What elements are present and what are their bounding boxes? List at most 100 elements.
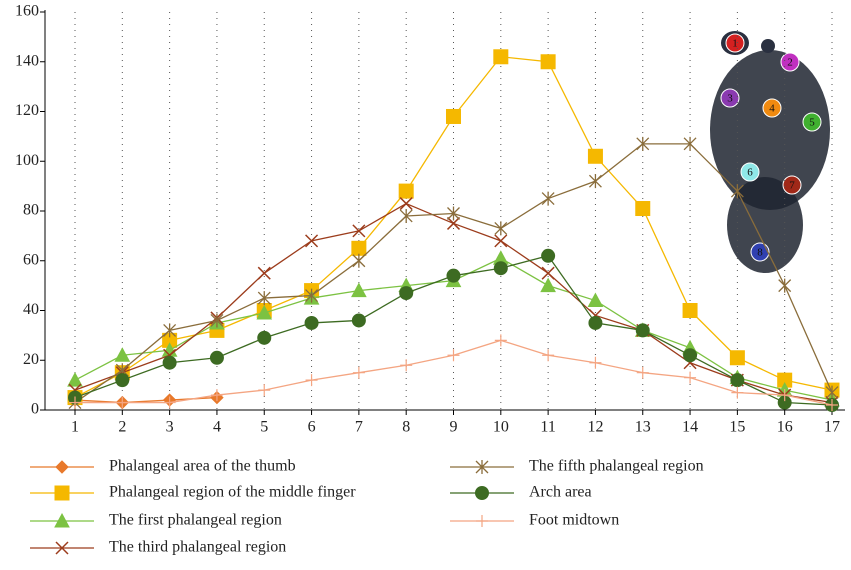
marker <box>683 136 697 151</box>
marker <box>589 356 602 369</box>
foot-region <box>740 162 760 182</box>
y-tick-label: 120 <box>15 102 39 119</box>
legend-label: The first phalangeal region <box>109 512 282 529</box>
x-tick-label: 6 <box>308 419 316 436</box>
marker <box>55 460 69 474</box>
marker <box>258 384 271 397</box>
marker <box>304 315 319 330</box>
foot-image: 1 2 3 4 5 6 7 8 <box>710 31 830 273</box>
marker <box>257 266 271 280</box>
marker <box>540 54 556 70</box>
marker <box>209 350 224 365</box>
legend-label: Foot midtown <box>529 512 619 529</box>
marker <box>54 485 70 501</box>
marker <box>210 389 223 402</box>
x-tick-label: 7 <box>355 419 363 436</box>
foot-region-label: 6 <box>747 167 753 179</box>
marker <box>115 373 130 388</box>
marker <box>352 224 366 238</box>
marker <box>540 277 556 293</box>
marker <box>635 323 650 338</box>
marker <box>541 248 556 263</box>
marker <box>55 541 69 555</box>
y-tick-label: 80 <box>23 202 39 219</box>
foot-region <box>780 52 800 72</box>
marker <box>67 372 83 387</box>
marker <box>210 313 224 328</box>
marker <box>351 240 367 256</box>
legend-marker <box>55 541 69 555</box>
legend-marker <box>475 460 489 474</box>
marker <box>731 386 744 399</box>
marker <box>114 347 131 362</box>
foot-forefoot <box>710 50 830 210</box>
marker <box>588 315 603 330</box>
foot-region-label: 2 <box>787 57 793 69</box>
marker <box>475 486 489 500</box>
foot-region <box>782 175 802 195</box>
legend-label: Arch area <box>529 484 592 501</box>
marker <box>636 366 649 379</box>
foot-region <box>762 98 782 118</box>
marker <box>636 136 650 151</box>
y-tick-label: 20 <box>23 351 39 368</box>
marker <box>494 334 507 347</box>
marker <box>493 261 508 276</box>
marker <box>256 304 273 320</box>
x-tick-label: 17 <box>824 419 840 436</box>
marker <box>163 323 177 338</box>
marker <box>825 385 839 400</box>
marker <box>729 350 745 366</box>
marker <box>826 399 838 412</box>
marker <box>352 253 366 268</box>
marker <box>494 221 508 236</box>
marker <box>475 460 489 474</box>
foot-region-label: 7 <box>789 180 795 192</box>
x-tick-label: 14 <box>682 419 698 436</box>
foot-region-label: 3 <box>727 93 733 105</box>
legend-label: Phalangeal region of the middle finger <box>109 484 356 501</box>
marker <box>305 288 319 303</box>
marker <box>351 282 367 298</box>
marker <box>635 201 651 217</box>
x-tick-label: 15 <box>729 419 745 436</box>
marker <box>54 512 70 528</box>
x-tick-label: 1 <box>71 419 79 436</box>
marker <box>587 292 604 308</box>
x-tick-label: 4 <box>213 419 221 436</box>
marker <box>257 291 271 306</box>
foot-toe <box>761 39 775 53</box>
marker <box>476 515 488 527</box>
legend-marker <box>54 485 70 501</box>
marker <box>163 396 176 409</box>
y-tick-label: 0 <box>31 401 39 418</box>
marker <box>162 355 177 370</box>
x-tick-label: 9 <box>450 419 458 436</box>
marker <box>587 148 603 164</box>
x-tick-label: 10 <box>493 419 509 436</box>
x-tick-label: 12 <box>587 419 603 436</box>
marker <box>398 183 414 199</box>
y-tick-label: 140 <box>15 52 39 69</box>
foot-region <box>750 242 770 262</box>
marker <box>447 206 460 221</box>
foot-region-label: 1 <box>732 38 738 50</box>
legend-marker <box>55 460 69 474</box>
marker <box>352 366 365 379</box>
x-tick-label: 2 <box>118 419 126 436</box>
x-tick-label: 11 <box>540 419 555 436</box>
x-tick-label: 16 <box>777 419 793 436</box>
x-tick-label: 3 <box>166 419 174 436</box>
marker <box>730 184 744 199</box>
foot-region-label: 8 <box>757 247 763 259</box>
marker <box>541 191 555 206</box>
marker <box>778 389 791 402</box>
x-tick-label: 8 <box>402 419 410 436</box>
marker <box>684 371 697 384</box>
marker <box>730 373 745 388</box>
marker <box>399 286 414 301</box>
marker <box>305 234 319 248</box>
marker <box>400 359 413 372</box>
legend-marker <box>54 512 70 528</box>
